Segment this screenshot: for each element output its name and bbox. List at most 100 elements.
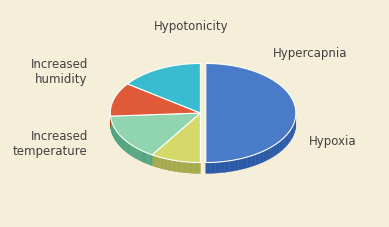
Polygon shape (234, 159, 238, 171)
Polygon shape (225, 161, 230, 173)
Polygon shape (193, 163, 194, 173)
Polygon shape (187, 162, 188, 173)
Polygon shape (157, 157, 158, 168)
Polygon shape (243, 157, 247, 169)
Polygon shape (151, 155, 152, 166)
Polygon shape (184, 162, 185, 173)
Polygon shape (147, 153, 149, 165)
Polygon shape (192, 163, 193, 173)
Polygon shape (150, 154, 151, 165)
Polygon shape (165, 159, 166, 170)
Polygon shape (185, 162, 186, 173)
Polygon shape (122, 138, 123, 149)
Text: Increased
humidity: Increased humidity (30, 57, 88, 85)
Polygon shape (110, 114, 200, 155)
Polygon shape (206, 64, 296, 163)
Polygon shape (289, 130, 291, 143)
Polygon shape (131, 145, 133, 157)
Polygon shape (220, 162, 225, 173)
Polygon shape (119, 135, 120, 146)
Polygon shape (138, 149, 140, 161)
Polygon shape (190, 163, 191, 173)
Polygon shape (183, 162, 184, 173)
Polygon shape (173, 160, 174, 171)
Polygon shape (294, 120, 295, 133)
Polygon shape (128, 143, 129, 154)
Polygon shape (167, 159, 168, 170)
Polygon shape (186, 162, 187, 173)
Polygon shape (160, 158, 161, 169)
Polygon shape (256, 153, 259, 165)
Polygon shape (210, 163, 216, 173)
Polygon shape (177, 161, 178, 172)
Polygon shape (196, 163, 197, 174)
Polygon shape (125, 140, 126, 152)
Polygon shape (133, 147, 135, 158)
Polygon shape (161, 158, 162, 169)
Polygon shape (126, 142, 127, 153)
Polygon shape (199, 163, 200, 174)
Polygon shape (114, 128, 115, 140)
Polygon shape (176, 161, 177, 172)
Polygon shape (282, 137, 285, 151)
Polygon shape (273, 144, 277, 157)
Polygon shape (156, 156, 157, 167)
Polygon shape (153, 155, 154, 166)
Polygon shape (170, 160, 171, 171)
Text: Hypercapnia: Hypercapnia (272, 47, 347, 60)
Polygon shape (143, 151, 144, 163)
Polygon shape (144, 152, 145, 163)
Polygon shape (124, 140, 125, 151)
Polygon shape (195, 163, 196, 173)
Polygon shape (230, 160, 234, 172)
Polygon shape (118, 133, 119, 145)
Polygon shape (277, 142, 280, 155)
Polygon shape (172, 160, 173, 171)
Polygon shape (163, 158, 164, 170)
Polygon shape (168, 160, 169, 170)
Polygon shape (270, 146, 273, 159)
Polygon shape (121, 137, 122, 148)
Polygon shape (146, 153, 147, 164)
Polygon shape (152, 155, 153, 166)
Polygon shape (140, 150, 141, 161)
Polygon shape (142, 151, 143, 162)
Polygon shape (120, 136, 121, 147)
Polygon shape (191, 163, 192, 173)
Polygon shape (127, 142, 128, 154)
Polygon shape (181, 162, 182, 173)
Polygon shape (198, 163, 199, 174)
Polygon shape (164, 159, 165, 170)
Polygon shape (115, 130, 116, 141)
Polygon shape (252, 155, 256, 167)
Polygon shape (155, 156, 156, 167)
Polygon shape (110, 84, 200, 117)
Polygon shape (197, 163, 198, 174)
Polygon shape (129, 143, 130, 155)
Polygon shape (145, 153, 146, 164)
Polygon shape (137, 149, 138, 160)
Polygon shape (188, 162, 189, 173)
Text: Hypoxia: Hypoxia (308, 134, 356, 147)
Polygon shape (285, 135, 287, 148)
Polygon shape (182, 162, 183, 173)
Polygon shape (158, 157, 159, 168)
Polygon shape (169, 160, 170, 171)
Polygon shape (152, 114, 200, 163)
Polygon shape (180, 162, 181, 172)
Polygon shape (141, 151, 142, 162)
Polygon shape (123, 139, 124, 150)
Polygon shape (295, 117, 296, 131)
Polygon shape (259, 151, 263, 164)
Polygon shape (263, 150, 267, 162)
Polygon shape (267, 148, 270, 160)
Polygon shape (135, 148, 137, 159)
Polygon shape (194, 163, 195, 173)
Text: Increased
temperature: Increased temperature (13, 129, 88, 157)
Polygon shape (238, 158, 243, 170)
Polygon shape (116, 131, 117, 143)
Polygon shape (159, 158, 160, 168)
Polygon shape (117, 133, 118, 144)
Polygon shape (175, 161, 176, 172)
Polygon shape (178, 161, 179, 172)
